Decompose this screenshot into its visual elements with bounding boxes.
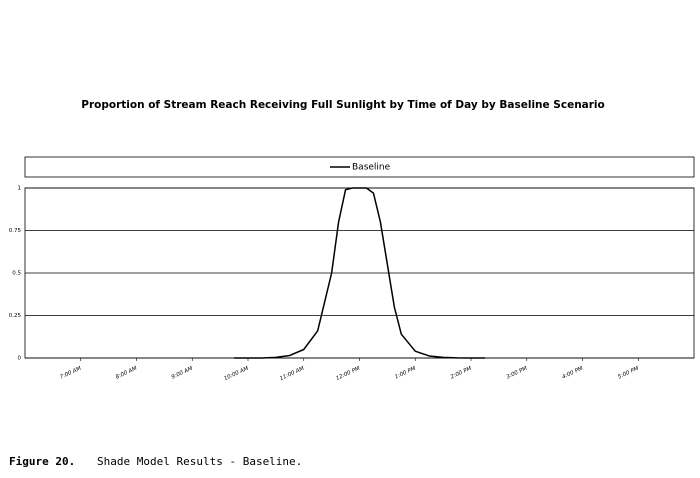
caption-label: Figure 20.	[9, 455, 75, 468]
y-tick-label: 0.5	[12, 271, 21, 277]
chart-title: Proportion of Stream Reach Receiving Ful…	[81, 99, 605, 111]
series-line	[234, 187, 485, 359]
x-tick-label: 3:00 PM	[506, 366, 529, 381]
x-tick-label: 5:00 PM	[617, 366, 640, 381]
x-tick-label: 4:00 PM	[561, 366, 584, 381]
x-tick-label: 1:00 PM	[394, 366, 417, 381]
y-tick-label: 0.75	[9, 228, 22, 234]
x-tick-label: 11:00 AM	[279, 366, 305, 383]
legend-label: Baseline	[352, 163, 391, 173]
y-tick-label: 1	[18, 186, 22, 192]
y-tick-label: 0.25	[9, 313, 22, 319]
x-tick-label: 8:00 AM	[115, 366, 138, 381]
x-tick-label: 12:00 PM	[335, 366, 361, 382]
x-tick-label: 9:00 AM	[171, 366, 194, 381]
legend-box	[24, 156, 695, 178]
x-tick-label: 7:00 AM	[59, 366, 82, 381]
caption-text: Shade Model Results - Baseline.	[97, 455, 302, 468]
x-tick-label: 2:00 PM	[450, 366, 473, 381]
x-tick-label: 10:00 AM	[223, 366, 249, 383]
y-tick-label: 0	[18, 356, 22, 362]
